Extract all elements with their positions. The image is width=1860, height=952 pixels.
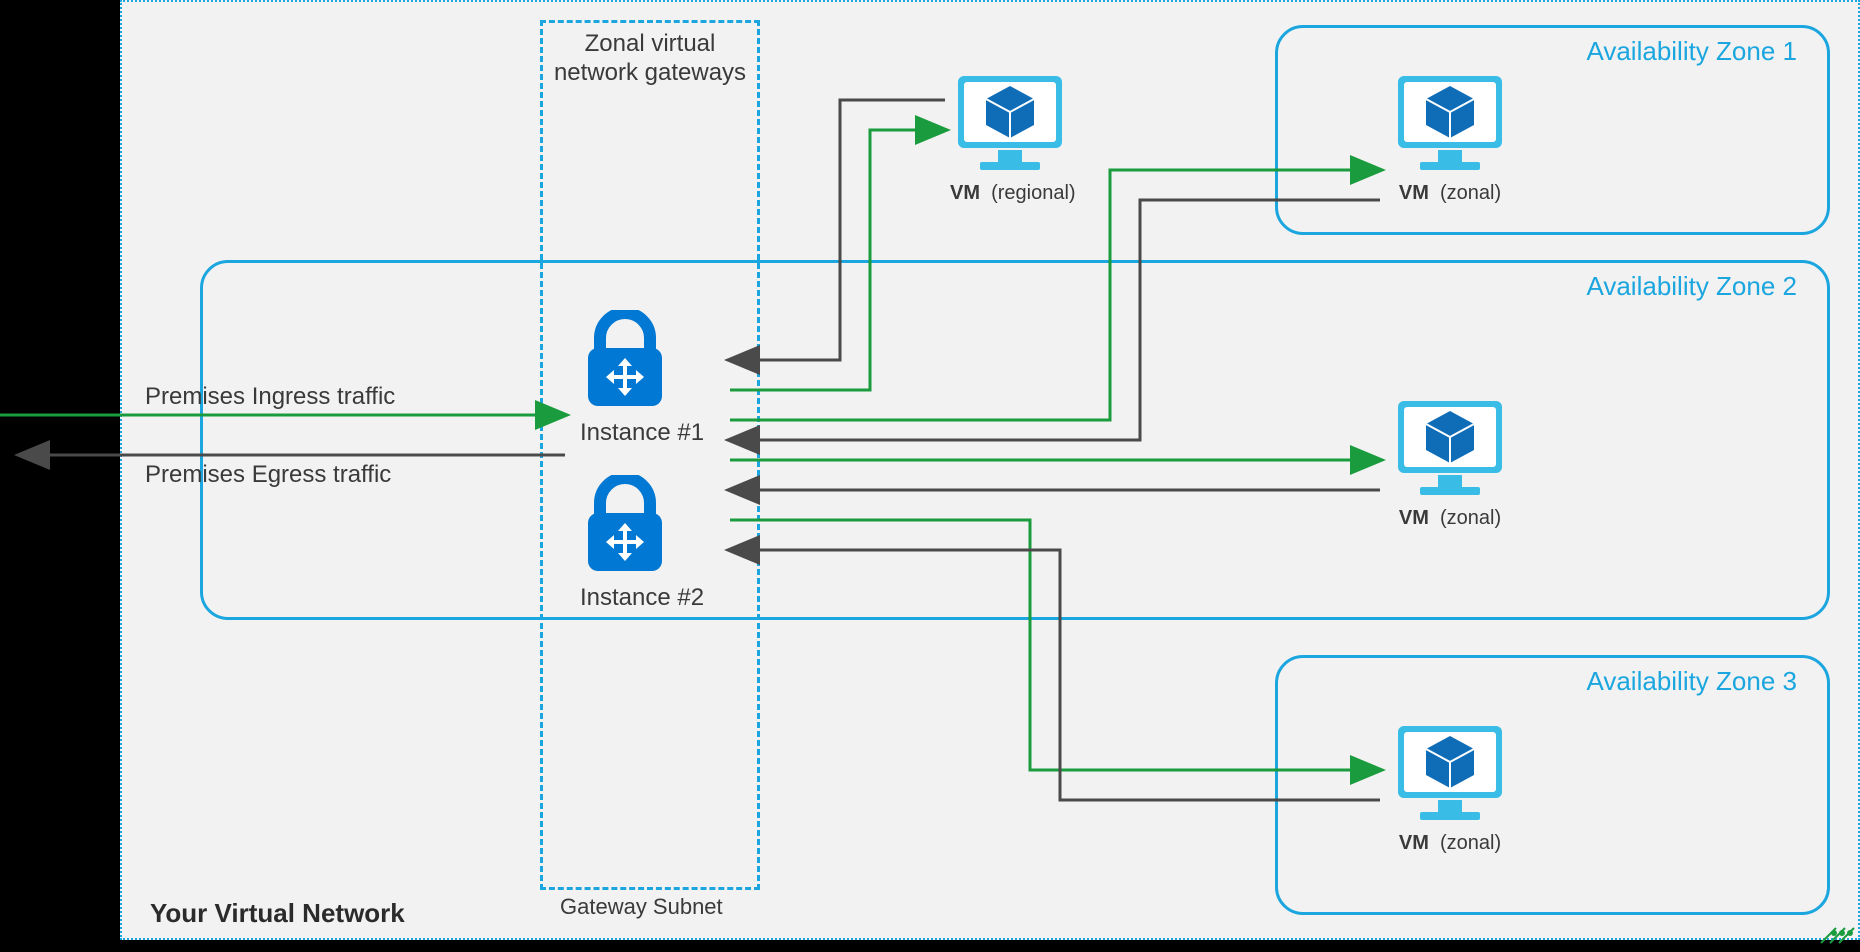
availability-zone-3-box: Availability Zone 3	[1275, 655, 1830, 915]
ingress-traffic-label: Premises Ingress traffic	[145, 383, 395, 411]
availability-zone-2-box: Availability Zone 2	[200, 260, 1830, 620]
egress-traffic-label: Premises Egress traffic	[145, 461, 391, 489]
availability-zone-3-title: Availability Zone 3	[1586, 666, 1797, 697]
availability-zone-2-title: Availability Zone 2	[1586, 271, 1797, 302]
resize-handle-icon	[1816, 918, 1856, 948]
vm-zone-1: VM (zonal)	[1390, 70, 1510, 205]
vm-label: VM (zonal)	[1390, 832, 1510, 855]
lock-gateway-icon	[580, 475, 670, 575]
vm-zone-3: VM (zonal)	[1390, 720, 1510, 855]
vm-monitor-icon	[1390, 70, 1510, 175]
vm-monitor-icon	[1390, 395, 1510, 500]
availability-zone-1-title: Availability Zone 1	[1586, 36, 1797, 67]
gateway-instance-2-label: Instance #2	[580, 584, 670, 612]
vm-label: VM (zonal)	[1390, 507, 1510, 530]
availability-zone-1-box: Availability Zone 1	[1275, 25, 1830, 235]
lock-gateway-icon	[580, 310, 670, 410]
vm-label: VM (regional)	[950, 182, 1070, 205]
gateway-instance-2: Instance #2	[580, 475, 670, 612]
zonal-gateways-title: Zonal virtualnetwork gateways	[545, 30, 755, 88]
vm-zone-2: VM (zonal)	[1390, 395, 1510, 530]
gateway-instance-1: Instance #1	[580, 310, 670, 447]
vm-monitor-icon	[1390, 720, 1510, 825]
vm-regional: VM (regional)	[950, 70, 1070, 205]
gateway-subnet-label: Gateway Subnet	[560, 894, 723, 920]
vm-label: VM (zonal)	[1390, 182, 1510, 205]
virtual-network-title: Your Virtual Network	[150, 898, 405, 929]
vm-monitor-icon	[950, 70, 1070, 175]
gateway-instance-1-label: Instance #1	[580, 419, 670, 447]
gateway-subnet-box	[540, 20, 760, 890]
